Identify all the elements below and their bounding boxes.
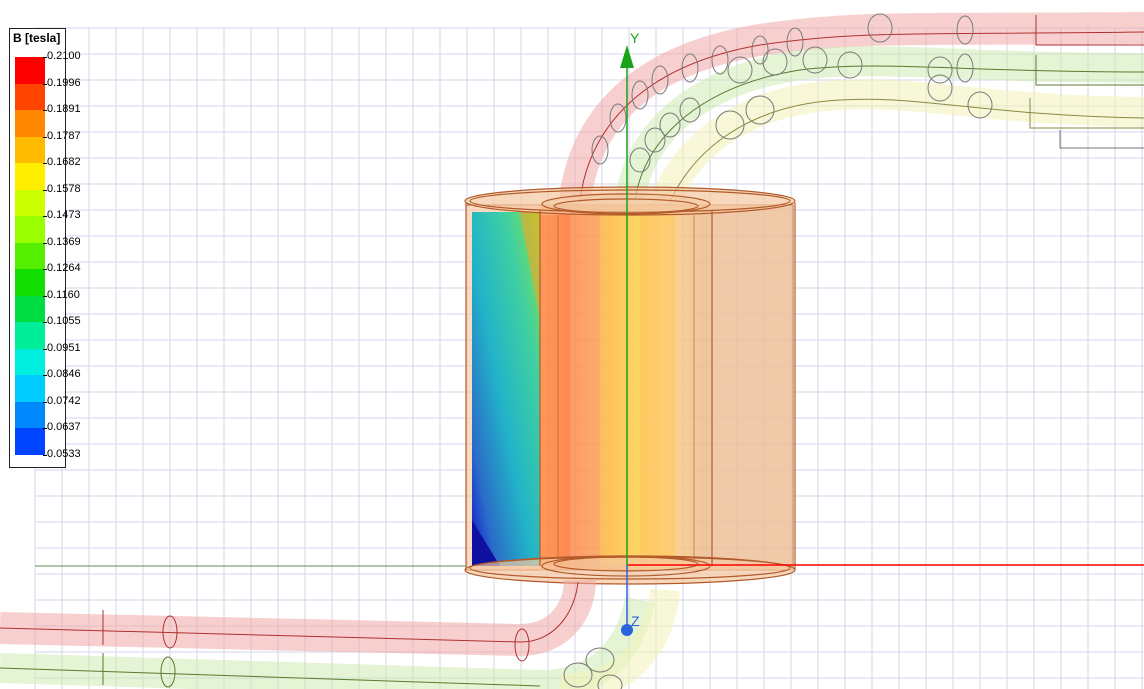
wire-ring (967, 91, 993, 119)
coil-wire-lower (0, 579, 680, 689)
wire-ring (745, 95, 775, 125)
legend-swatch (15, 242, 45, 270)
legend-tick (43, 375, 47, 376)
legend-value: 0.1369 (47, 235, 81, 248)
coil-wire-rings (591, 13, 993, 173)
legend-value: 0.1996 (47, 76, 81, 89)
wire-ring (786, 27, 804, 57)
legend-value: 0.0533 (47, 447, 81, 460)
legend-swatch (15, 136, 45, 164)
wire-ring (631, 80, 649, 110)
field-plot-section (472, 212, 540, 566)
wire-ring (609, 103, 627, 133)
legend-value: 0.1160 (47, 288, 80, 301)
y-axis-arrow-icon (620, 45, 634, 68)
legend-swatch (15, 401, 45, 429)
wire-ring (762, 48, 788, 76)
cylinder-outline (464, 186, 796, 585)
legend-title: B [tesla] (13, 31, 61, 45)
legend-value: 0.1578 (47, 182, 81, 195)
legend-tick (43, 242, 47, 244)
legend-tick (43, 322, 47, 323)
wire-ring (681, 53, 699, 83)
wire-ring (659, 112, 681, 138)
legend-tick (43, 428, 47, 429)
z-axis-arrow-icon (621, 624, 633, 636)
wire-ring (927, 56, 953, 84)
wire-ring (927, 74, 953, 102)
wire-ring (629, 147, 651, 173)
legend-swatch (15, 110, 45, 137)
legend-swatch (15, 269, 45, 296)
legend-value: 0.1787 (47, 129, 81, 142)
legend-tick (43, 110, 47, 111)
legend-tick (43, 269, 47, 270)
legend-swatch (15, 375, 45, 402)
legend-value: 0.0637 (47, 421, 81, 433)
wire-ring (711, 45, 729, 75)
legend-value: 0.0846 (47, 368, 81, 380)
wire-ring (837, 51, 863, 79)
legend-swatch (15, 189, 45, 217)
legend-value: 0.0951 (47, 341, 81, 354)
y-axis-label: Y (630, 30, 640, 46)
legend-swatch (15, 295, 45, 323)
legend-swatch (15, 216, 45, 243)
wire-ring (956, 53, 974, 83)
wire-ring (591, 135, 609, 165)
legend-value: 0.1473 (47, 209, 81, 221)
legend-value: 0.1055 (47, 315, 81, 327)
axis-triad: Y Z (35, 30, 1144, 636)
legend-value: 0.1682 (47, 156, 81, 168)
legend-value: 0.2100 (47, 50, 81, 62)
legend-tick (43, 57, 47, 58)
legend-swatch (15, 83, 45, 111)
wire-ring (751, 35, 769, 65)
legend-tick (43, 401, 47, 403)
legend-tick (43, 189, 47, 191)
legend-value: 0.1891 (47, 103, 81, 115)
wire-ring (867, 13, 893, 43)
legend-tick (43, 83, 47, 85)
wire-ring (802, 46, 828, 74)
legend-swatch (15, 428, 45, 455)
legend-tick (43, 295, 47, 297)
legend-swatch (15, 163, 45, 190)
legend-tick (43, 454, 47, 456)
legend-swatch (15, 348, 45, 376)
wire-ring (679, 97, 701, 123)
field-color-legend[interactable]: B [tesla] 0.2100 0.1996 0.1891 0.1787 0.1682… (9, 28, 81, 468)
legend-swatch (15, 57, 45, 84)
legend-tick (43, 216, 47, 217)
wire-ring (727, 56, 753, 84)
legend-tick (43, 348, 47, 350)
legend-value: 0.1264 (47, 262, 81, 274)
legend-value: 0.0742 (47, 394, 81, 407)
legend-swatch (15, 322, 45, 349)
wire-ring (715, 110, 745, 140)
wire-ring (651, 65, 669, 95)
z-axis-label: Z (631, 613, 640, 629)
legend-tick (43, 136, 47, 138)
wire-ring (956, 15, 974, 45)
legend-tick (43, 163, 47, 164)
coil-wire-upper (559, 12, 1144, 220)
wire-ring (644, 127, 666, 153)
